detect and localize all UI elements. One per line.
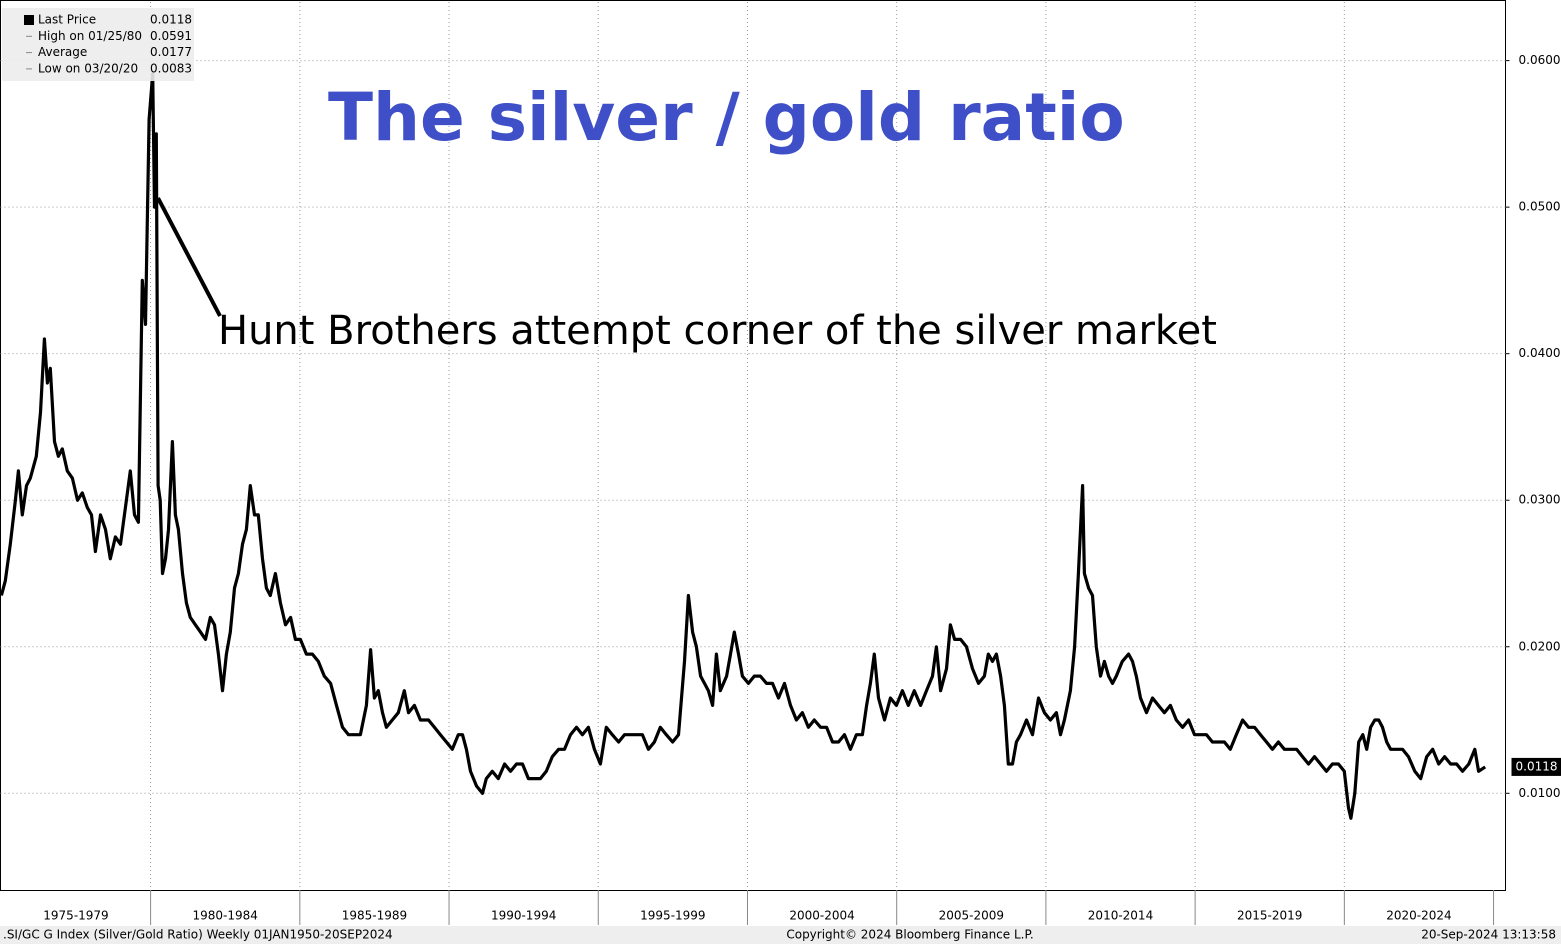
x-tick-label: 1980-1984 bbox=[193, 909, 258, 923]
x-tick-label: 1990-1994 bbox=[491, 909, 556, 923]
legend: Last Price 0.0118 High on 01/25/80 0.0591 Av… bbox=[24, 13, 192, 75]
x-tick-label: 2020-2024 bbox=[1386, 909, 1451, 923]
y-tick-label: 0.0200 bbox=[1519, 639, 1561, 653]
y-tick-label: 0.0400 bbox=[1519, 346, 1561, 360]
legend-stat-label: High on 01/25/80 bbox=[38, 29, 142, 43]
legend-label: Last Price bbox=[38, 13, 96, 27]
legend-stat-label: Average bbox=[38, 45, 87, 59]
x-tick-label: 2000-2004 bbox=[789, 909, 854, 923]
last-price-tag bbox=[1511, 757, 1561, 776]
x-tick-label: 2010-2014 bbox=[1088, 909, 1153, 923]
chart-title: The silver / gold ratio bbox=[328, 79, 1125, 156]
y-tick-label: 0.0500 bbox=[1519, 200, 1561, 214]
x-tick-label: 1985-1989 bbox=[342, 909, 407, 923]
annotation: Hunt Brothers attempt corner of the silv… bbox=[218, 308, 1217, 354]
last-price-label: 0.0118 bbox=[1516, 759, 1558, 773]
y-tick-label: 0.0300 bbox=[1519, 493, 1561, 507]
x-tick-label: 2015-2019 bbox=[1237, 909, 1302, 923]
annotation-arrow bbox=[156, 197, 222, 317]
x-tick-label: 1995-1999 bbox=[640, 909, 705, 923]
y-tick-label: 0.0100 bbox=[1519, 786, 1561, 800]
legend-stat-value: 0.0591 bbox=[150, 29, 192, 43]
legend-stat-label: Low on 03/20/20 bbox=[38, 61, 138, 75]
legend-value: 0.0118 bbox=[150, 13, 192, 27]
plot-frame bbox=[0, 0, 1506, 891]
grid bbox=[0, 2, 1510, 925]
footer-right: 20-Sep-2024 13:13:58 bbox=[1421, 928, 1556, 942]
footer-bar bbox=[0, 926, 1561, 944]
x-tick-label: 1975-1979 bbox=[43, 909, 108, 923]
price-line bbox=[0, 72, 1487, 820]
legend-swatch bbox=[24, 15, 34, 25]
footer-center: Copyright© 2024 Bloomberg Finance L.P. bbox=[786, 928, 1033, 942]
y-tick-label: 0.0600 bbox=[1519, 53, 1561, 67]
x-tick-label: 2005-2009 bbox=[939, 909, 1004, 923]
legend-stat-value: 0.0177 bbox=[150, 45, 192, 59]
legend-stat-value: 0.0083 bbox=[150, 61, 192, 75]
series-layer bbox=[0, 72, 1487, 820]
footer-left: .SI/GC G Index (Silver/Gold Ratio) Weekl… bbox=[3, 928, 393, 942]
